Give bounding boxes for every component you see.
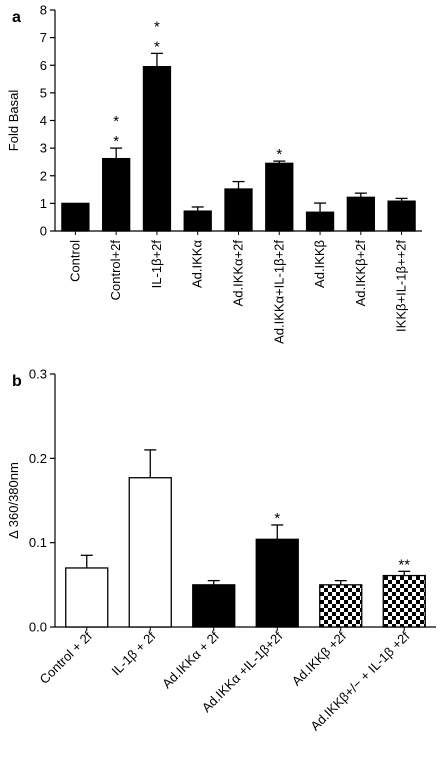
bar xyxy=(319,584,363,628)
y-tick-label: 6 xyxy=(40,58,47,73)
significance-marker: * xyxy=(276,146,282,163)
bar xyxy=(346,196,375,232)
y-tick-label: 7 xyxy=(40,30,47,45)
category-label: Ad.IKKα xyxy=(190,240,205,288)
panel-b-chart: b 0.0 0.1 0.2 0.3 Δ 360/380nm Control + 2f IL-1… xyxy=(6,367,436,734)
y-tick-label: 4 xyxy=(40,113,47,128)
bar xyxy=(255,538,299,628)
y-tick-label: 8 xyxy=(40,3,47,18)
y-tick-label: 0.2 xyxy=(29,451,47,466)
y-axis-label: Δ 360/380nm xyxy=(6,462,21,539)
y-tick-label: 1 xyxy=(40,196,47,211)
significance-marker: ** xyxy=(398,556,410,573)
y-tick-label: 0.3 xyxy=(29,367,47,382)
bar xyxy=(305,211,335,232)
bar xyxy=(224,188,253,232)
category-label: Ad.IKKβ +2f xyxy=(289,628,349,688)
panel-label: b xyxy=(12,373,22,390)
bar xyxy=(192,584,236,628)
bar xyxy=(183,210,212,232)
y-tick-label: 3 xyxy=(40,141,47,156)
panel-label: a xyxy=(12,9,21,26)
category-label: Control+2f xyxy=(108,240,123,301)
significance-marker: * xyxy=(154,18,160,35)
category-label: IKKβ+IL-1β++2f xyxy=(394,240,409,332)
significance-marker: * xyxy=(113,113,119,130)
y-tick-label: 5 xyxy=(40,85,47,100)
y-axis-label: Fold Basal xyxy=(6,90,21,152)
category-label: IL-1β+2f xyxy=(149,240,164,289)
category-label: Ad.IKKα + 2f xyxy=(159,628,222,691)
bar xyxy=(65,567,109,628)
category-label: IL-1β + 2f xyxy=(108,628,158,678)
y-tick-label: 2 xyxy=(40,168,47,183)
category-label: Control xyxy=(67,240,82,282)
category-label: Ad.IKKα+IL-1β+2f xyxy=(271,240,286,344)
y-tick-label: 0.1 xyxy=(29,535,47,550)
bar xyxy=(128,477,172,628)
significance-marker: * xyxy=(274,510,280,527)
panel-a-chart: a 0 1 2 3 4 5 6 7 8 Fold Basal Control * * Control+2f *… xyxy=(6,3,422,344)
significance-marker: * xyxy=(113,133,119,150)
bar xyxy=(382,574,426,628)
bar xyxy=(387,200,416,232)
significance-marker: * xyxy=(154,38,160,55)
bar xyxy=(142,65,172,232)
bar xyxy=(102,157,131,232)
bar xyxy=(265,162,294,232)
category-label: Ad.IKKα+2f xyxy=(231,240,246,307)
category-label: Ad.IKKβ+2f xyxy=(353,240,368,307)
y-tick-label: 0.0 xyxy=(29,620,47,635)
y-tick-label: 0 xyxy=(40,224,47,239)
category-label: Ad.IKKβ xyxy=(312,240,327,288)
category-label: Control + 2f xyxy=(36,628,95,687)
bar xyxy=(61,202,90,232)
